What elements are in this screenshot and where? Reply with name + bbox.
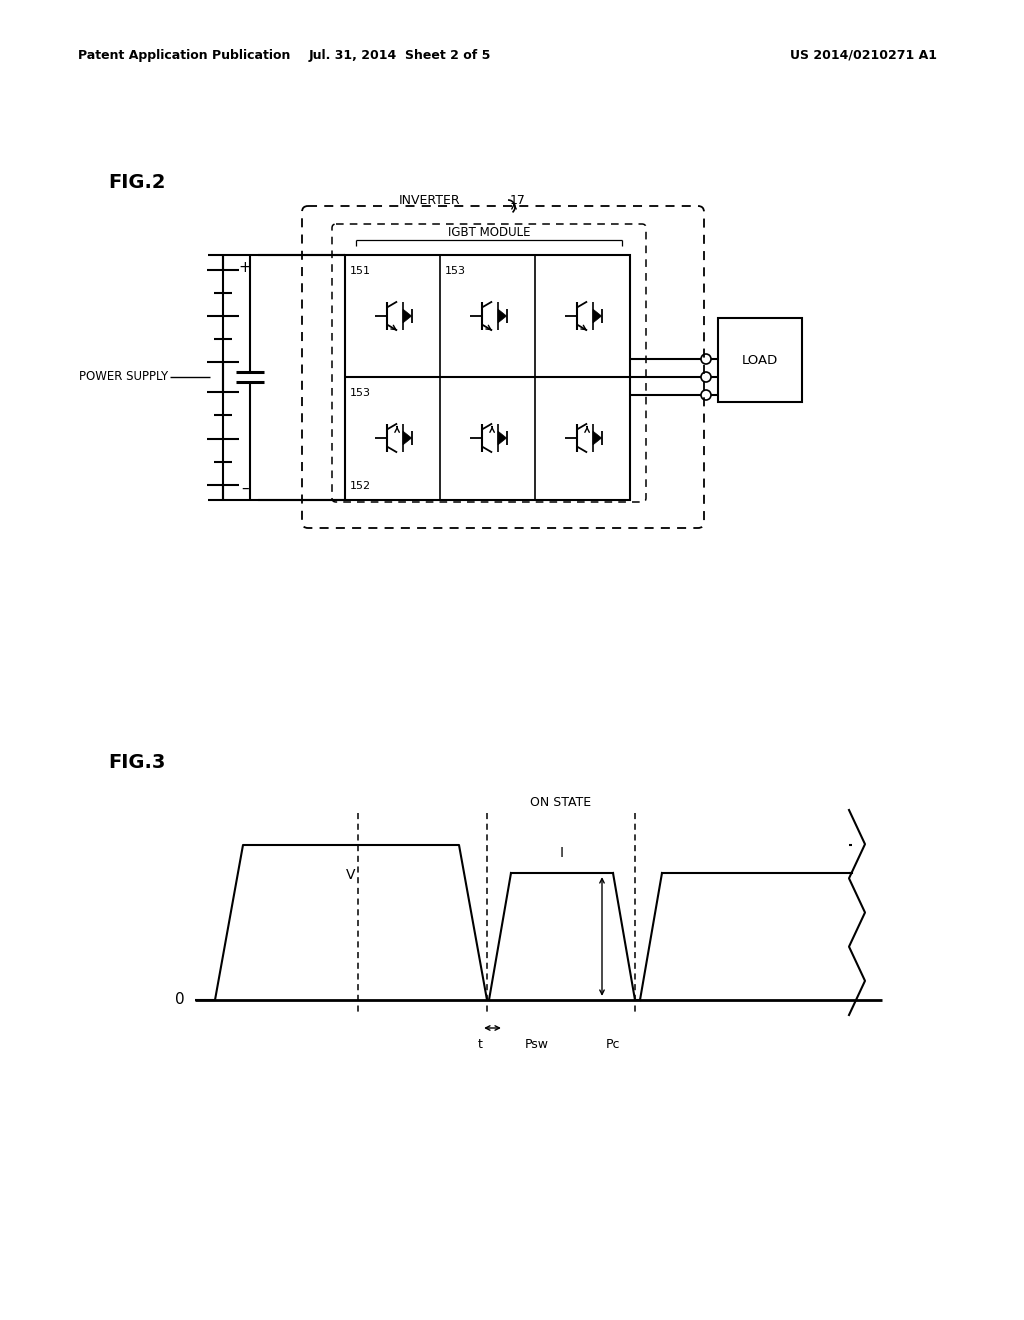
Text: Pc: Pc: [606, 1038, 621, 1051]
Polygon shape: [498, 432, 507, 445]
Polygon shape: [403, 432, 412, 445]
Text: LOAD: LOAD: [741, 354, 778, 367]
Text: POWER SUPPLY: POWER SUPPLY: [79, 371, 168, 384]
Text: US 2014/0210271 A1: US 2014/0210271 A1: [790, 49, 937, 62]
Text: +: +: [239, 260, 251, 275]
Text: 153: 153: [350, 388, 371, 399]
Text: 17: 17: [510, 194, 526, 206]
Text: INVERTER: INVERTER: [399, 194, 461, 206]
Text: Psw: Psw: [525, 1038, 549, 1051]
Text: V: V: [346, 869, 355, 882]
Text: –: –: [242, 480, 249, 495]
Polygon shape: [593, 309, 601, 323]
Text: t: t: [477, 1038, 482, 1051]
Text: 0: 0: [175, 993, 184, 1007]
Text: Jul. 31, 2014  Sheet 2 of 5: Jul. 31, 2014 Sheet 2 of 5: [309, 49, 492, 62]
Text: FIG.3: FIG.3: [108, 752, 165, 771]
Polygon shape: [403, 309, 412, 323]
Text: ON STATE: ON STATE: [530, 796, 592, 809]
Polygon shape: [593, 432, 601, 445]
Bar: [718, 318, 802, 403]
Polygon shape: [498, 309, 507, 323]
Text: FIG.2: FIG.2: [108, 173, 166, 191]
Text: 152: 152: [350, 480, 371, 491]
Text: 151: 151: [350, 267, 371, 276]
Bar: [345, 255, 630, 500]
Text: IGBT MODULE: IGBT MODULE: [447, 226, 530, 239]
Text: Patent Application Publication: Patent Application Publication: [78, 49, 291, 62]
Text: 153: 153: [445, 267, 466, 276]
Text: I: I: [560, 846, 564, 861]
